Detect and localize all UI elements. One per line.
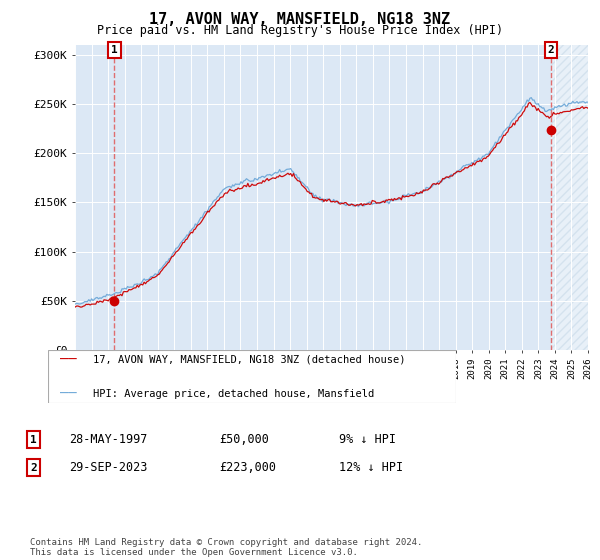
Bar <box>551 45 588 350</box>
Text: 29-SEP-2023: 29-SEP-2023 <box>69 461 148 474</box>
Text: £223,000: £223,000 <box>219 461 276 474</box>
Text: 1: 1 <box>111 45 118 55</box>
Text: Contains HM Land Registry data © Crown copyright and database right 2024.
This d: Contains HM Land Registry data © Crown c… <box>30 538 422 557</box>
Text: ——: —— <box>60 353 77 367</box>
Text: 2: 2 <box>30 463 37 473</box>
Text: Price paid vs. HM Land Registry's House Price Index (HPI): Price paid vs. HM Land Registry's House … <box>97 24 503 37</box>
Text: HPI: Average price, detached house, Mansfield: HPI: Average price, detached house, Mans… <box>93 389 374 399</box>
Text: 28-MAY-1997: 28-MAY-1997 <box>69 433 148 446</box>
Text: 17, AVON WAY, MANSFIELD, NG18 3NZ (detached house): 17, AVON WAY, MANSFIELD, NG18 3NZ (detac… <box>93 354 406 365</box>
Text: £50,000: £50,000 <box>219 433 269 446</box>
Text: 9% ↓ HPI: 9% ↓ HPI <box>339 433 396 446</box>
Text: 2: 2 <box>547 45 554 55</box>
Text: 12% ↓ HPI: 12% ↓ HPI <box>339 461 403 474</box>
Text: 17, AVON WAY, MANSFIELD, NG18 3NZ: 17, AVON WAY, MANSFIELD, NG18 3NZ <box>149 12 451 27</box>
Text: ——: —— <box>60 386 77 401</box>
Text: 1: 1 <box>30 435 37 445</box>
